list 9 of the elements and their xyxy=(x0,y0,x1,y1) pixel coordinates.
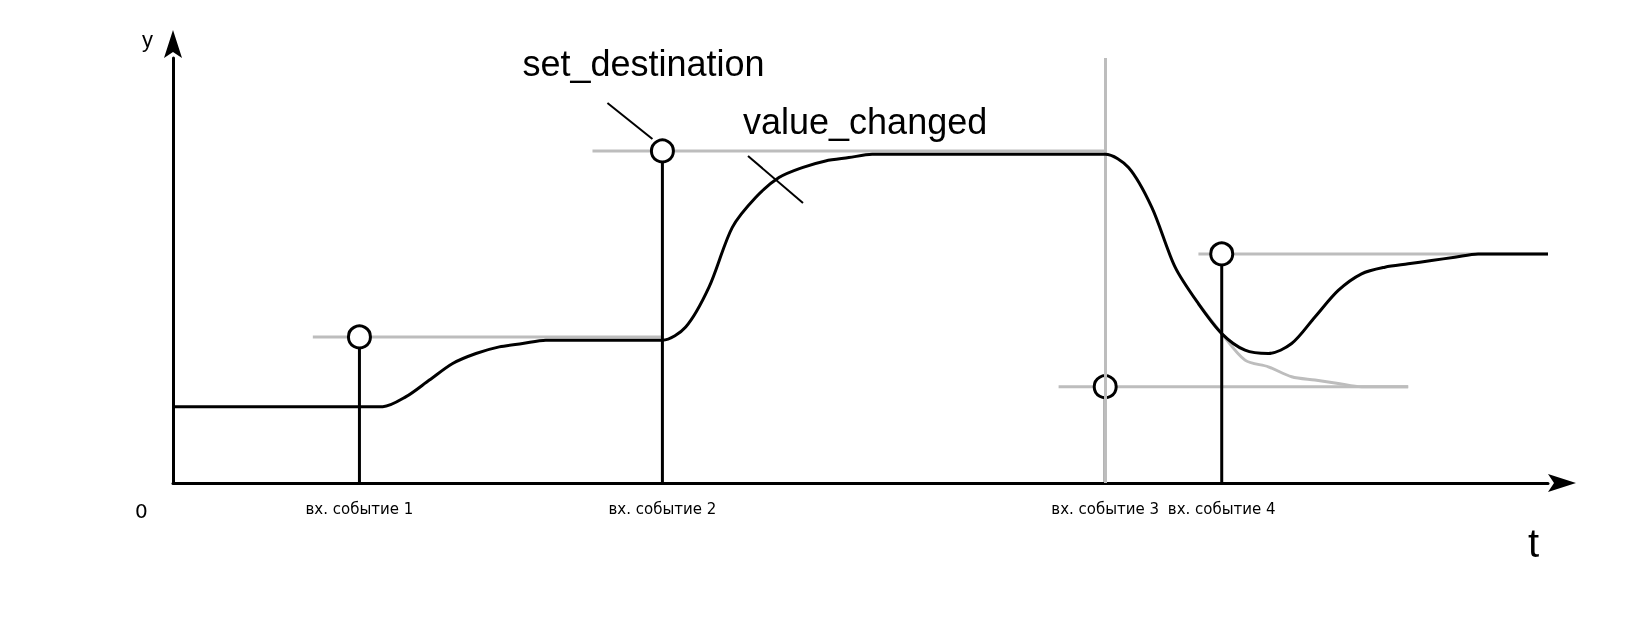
x-tick-label: вх. событие 3 xyxy=(1051,499,1160,518)
annotation: set_destination xyxy=(522,43,765,85)
x-axis-title: t xyxy=(1528,521,1540,565)
x-tick-label: вх. событие 1 xyxy=(305,499,414,518)
y-axis-title: y xyxy=(142,26,153,52)
x-tick-label: вх. событие 4 xyxy=(1167,499,1276,518)
text: 0 xyxy=(135,499,148,523)
x-tick-label: вх. событие 2 xyxy=(608,499,717,518)
text: value_changed xyxy=(743,100,988,142)
